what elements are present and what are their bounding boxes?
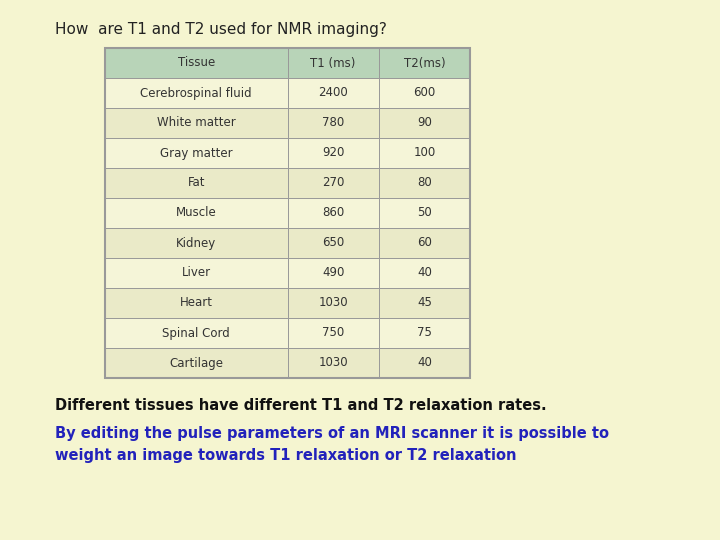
Text: T1 (ms): T1 (ms) xyxy=(310,57,356,70)
Text: Fat: Fat xyxy=(187,177,205,190)
Bar xyxy=(379,198,470,228)
Text: Tissue: Tissue xyxy=(178,57,215,70)
Text: 60: 60 xyxy=(417,237,432,249)
Bar xyxy=(105,78,287,108)
Text: 40: 40 xyxy=(417,267,432,280)
Bar xyxy=(105,108,287,138)
Text: 860: 860 xyxy=(322,206,344,219)
Bar xyxy=(105,228,287,258)
Bar xyxy=(287,168,379,198)
Bar xyxy=(105,288,287,318)
Bar xyxy=(379,78,470,108)
Bar xyxy=(287,318,379,348)
Bar xyxy=(105,258,287,288)
Text: T2(ms): T2(ms) xyxy=(404,57,445,70)
Bar xyxy=(379,258,470,288)
Bar xyxy=(287,288,379,318)
Text: Cerebrospinal fluid: Cerebrospinal fluid xyxy=(140,86,252,99)
Text: How  are T1 and T2 used for NMR imaging?: How are T1 and T2 used for NMR imaging? xyxy=(55,22,387,37)
Text: Heart: Heart xyxy=(180,296,212,309)
Text: 40: 40 xyxy=(417,356,432,369)
Bar xyxy=(105,48,287,78)
Bar xyxy=(105,318,287,348)
Text: 90: 90 xyxy=(417,117,432,130)
Text: 490: 490 xyxy=(322,267,344,280)
Text: 100: 100 xyxy=(413,146,436,159)
Bar xyxy=(379,288,470,318)
Bar xyxy=(287,198,379,228)
Bar xyxy=(379,318,470,348)
Bar xyxy=(287,138,379,168)
Bar xyxy=(287,108,379,138)
Bar xyxy=(105,168,287,198)
Bar xyxy=(105,198,287,228)
Text: 2400: 2400 xyxy=(318,86,348,99)
Bar xyxy=(287,348,379,378)
Text: Muscle: Muscle xyxy=(176,206,217,219)
Text: 270: 270 xyxy=(322,177,344,190)
Text: 1030: 1030 xyxy=(318,296,348,309)
Text: 750: 750 xyxy=(322,327,344,340)
Bar xyxy=(287,228,379,258)
Text: 45: 45 xyxy=(417,296,432,309)
Text: 1030: 1030 xyxy=(318,356,348,369)
Text: 920: 920 xyxy=(322,146,344,159)
Bar xyxy=(379,168,470,198)
Text: White matter: White matter xyxy=(157,117,235,130)
Bar xyxy=(105,348,287,378)
Text: Liver: Liver xyxy=(181,267,211,280)
Text: Gray matter: Gray matter xyxy=(160,146,233,159)
Text: 75: 75 xyxy=(417,327,432,340)
Bar xyxy=(105,138,287,168)
Text: 650: 650 xyxy=(322,237,344,249)
Text: Kidney: Kidney xyxy=(176,237,217,249)
Text: 600: 600 xyxy=(413,86,436,99)
Bar xyxy=(379,348,470,378)
Bar xyxy=(105,48,470,378)
Bar xyxy=(379,138,470,168)
Text: 80: 80 xyxy=(417,177,432,190)
Bar xyxy=(287,258,379,288)
Text: Different tissues have different T1 and T2 relaxation rates.: Different tissues have different T1 and … xyxy=(55,398,546,413)
Bar xyxy=(379,108,470,138)
Text: 50: 50 xyxy=(417,206,432,219)
Text: Cartilage: Cartilage xyxy=(169,356,223,369)
Text: By editing the pulse parameters of an MRI scanner it is possible to
weight an im: By editing the pulse parameters of an MR… xyxy=(55,426,609,463)
Text: 780: 780 xyxy=(322,117,344,130)
Bar xyxy=(379,48,470,78)
Bar xyxy=(379,228,470,258)
Text: Spinal Cord: Spinal Cord xyxy=(163,327,230,340)
Bar xyxy=(287,48,379,78)
Bar xyxy=(287,78,379,108)
